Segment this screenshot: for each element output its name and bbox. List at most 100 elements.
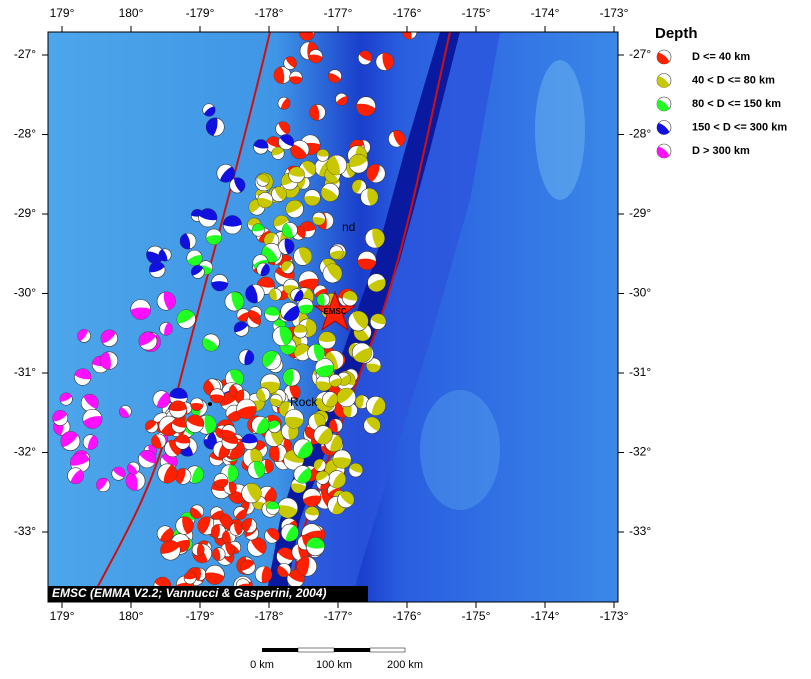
ball-quadrant	[289, 76, 303, 84]
event-symbol	[179, 232, 197, 250]
ball-quadrant	[312, 217, 326, 225]
lon-label: -175°	[462, 609, 491, 623]
ball-quadrant	[250, 537, 267, 554]
ball-quadrant	[326, 263, 342, 281]
ball-quadrant	[219, 166, 235, 183]
event-symbol	[185, 414, 205, 433]
ball-quadrant	[256, 417, 270, 434]
lon-label: -177°	[324, 6, 353, 20]
ball-quadrant	[282, 223, 294, 238]
ball-quadrant	[329, 378, 342, 387]
event-symbol	[357, 251, 377, 271]
ball-quadrant	[318, 331, 336, 343]
ball-quadrant	[279, 401, 290, 417]
lon-label: -179°	[186, 6, 215, 20]
ball-quadrant	[357, 258, 377, 270]
event-symbol	[303, 189, 321, 206]
ball-quadrant	[324, 169, 338, 183]
ball-quadrant	[368, 279, 386, 292]
ball-quadrant	[196, 543, 205, 556]
ball-quadrant	[187, 254, 203, 266]
ball-quadrant	[146, 251, 164, 264]
lon-label: -178°	[255, 609, 284, 623]
event-symbol	[275, 121, 291, 137]
ball-quadrant	[154, 577, 171, 589]
ball-quadrant	[285, 200, 303, 214]
event-symbol	[247, 537, 267, 557]
ball-quadrant	[198, 208, 217, 221]
event-symbol	[355, 394, 370, 409]
event-symbol	[308, 49, 323, 64]
event-symbol	[277, 497, 299, 519]
event-symbol	[288, 166, 305, 184]
ball-quadrant	[190, 507, 203, 519]
legend-label: D > 300 km	[692, 145, 750, 157]
ball-quadrant	[119, 407, 130, 418]
plate-boundary	[89, 32, 271, 602]
ball-quadrant	[236, 406, 257, 419]
event-symbol	[280, 523, 299, 542]
ball-quadrant	[657, 146, 670, 158]
event-symbol	[278, 134, 295, 150]
ball-quadrant	[60, 431, 78, 448]
ball-quadrant	[257, 197, 273, 208]
event-symbol	[119, 405, 132, 418]
event-symbol	[238, 349, 255, 366]
ball-quadrant	[371, 397, 386, 416]
ball-quadrant	[74, 368, 91, 380]
event-symbol	[82, 408, 103, 429]
ball-quadrant	[657, 75, 670, 88]
event-symbol	[276, 547, 294, 566]
event-symbol	[211, 274, 229, 292]
event-symbol	[99, 351, 119, 370]
event-symbol	[138, 331, 158, 351]
event-symbol	[247, 460, 266, 479]
ball-quadrant	[296, 467, 312, 484]
ball-quadrant	[264, 306, 280, 316]
event-symbol	[262, 350, 282, 370]
event-symbol	[190, 397, 204, 411]
ball-quadrant	[145, 420, 157, 431]
seamount	[420, 390, 500, 510]
ball-quadrant	[191, 466, 204, 484]
event-symbol	[268, 420, 281, 434]
ball-quadrant	[316, 381, 332, 391]
ball-quadrant	[329, 250, 344, 260]
event-symbol	[320, 183, 340, 202]
ball-quadrant	[382, 52, 394, 71]
ball-quadrant	[262, 350, 278, 368]
ball-quadrant	[349, 463, 363, 473]
ball-quadrant	[288, 167, 305, 177]
ball-quadrant	[293, 289, 304, 302]
ball-quadrant	[266, 501, 280, 510]
event-symbol	[100, 329, 118, 347]
event-symbol	[52, 410, 69, 426]
event-symbol	[332, 449, 352, 469]
legend-label: 40 < D <= 80 km	[692, 74, 775, 86]
lon-label: -175°	[462, 6, 491, 20]
scale-label: 0 km	[250, 659, 274, 671]
event-symbol	[306, 537, 325, 557]
ball-quadrant	[83, 394, 99, 409]
event-symbol	[375, 52, 394, 71]
event-symbol	[357, 50, 373, 65]
event-symbol	[233, 321, 249, 337]
ball-quadrant	[60, 392, 72, 402]
event-symbol	[248, 306, 262, 320]
event-symbol	[125, 471, 146, 491]
event-symbol	[77, 329, 91, 343]
ball-quadrant	[225, 542, 235, 557]
ball-quadrant	[158, 249, 168, 262]
ball-quadrant	[338, 374, 351, 386]
ball-quadrant	[313, 344, 325, 362]
event-symbol	[240, 559, 256, 575]
event-symbol	[222, 215, 242, 235]
event-symbol	[273, 66, 292, 84]
event-symbol	[271, 186, 287, 202]
event-symbol	[233, 506, 247, 520]
graticule-labels: 179° 179° 180° 180° -179° -179° -178° -178° -177…	[14, 6, 652, 623]
ball-quadrant	[328, 73, 341, 83]
lat-label: -29°	[14, 206, 36, 220]
ball-quadrant	[52, 410, 67, 422]
